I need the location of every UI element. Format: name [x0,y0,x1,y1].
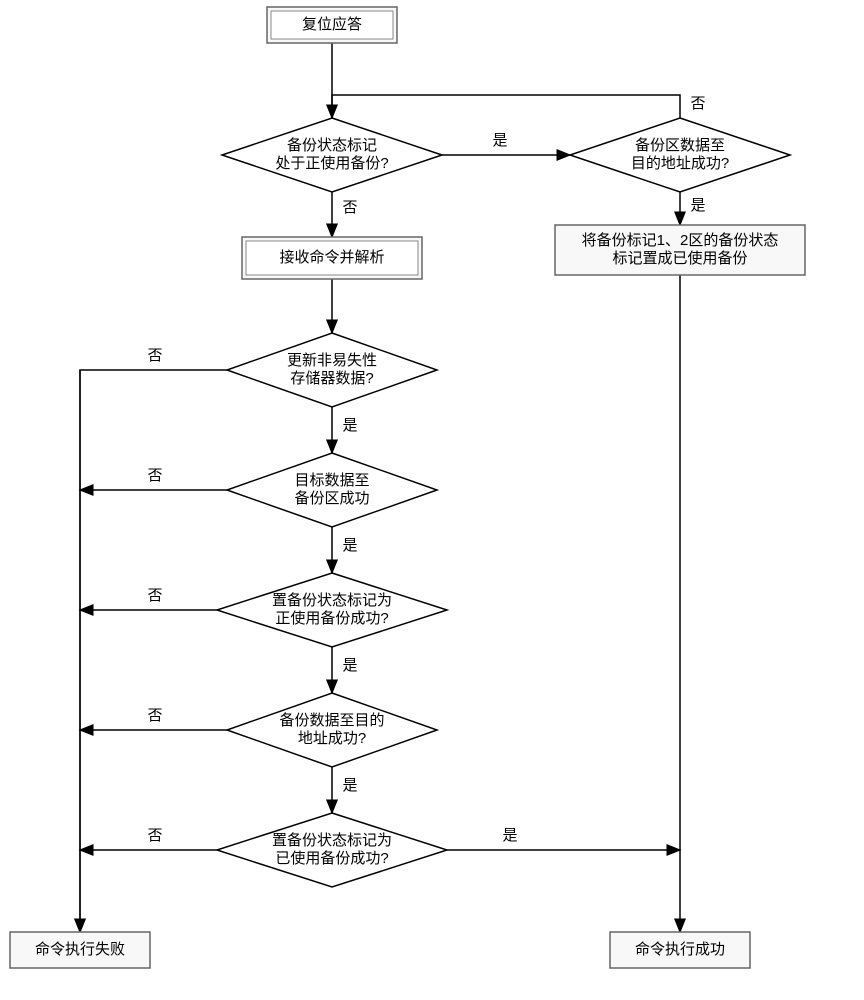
node-d_backup_to_dest: 备份区数据至目的地址成功? [570,118,790,192]
node-text: 备份数据至目的 [279,712,384,729]
node-text: 置备份状态标记为 [272,832,392,849]
node-text: 将备份标记1、2区的备份状态 [582,232,779,249]
edge-label: 否 [147,827,162,844]
node-box_recv: 接收命令并解析 [242,237,422,279]
node-text: 已使用备份成功? [275,850,388,867]
node-text: 备份区成功 [294,490,369,507]
node-box_right: 将备份标记1、2区的备份状态标记置成已使用备份 [555,225,805,275]
edge-label: 否 [147,587,162,604]
edge-label: 是 [342,777,357,794]
edge-label: 否 [147,707,162,724]
node-d_set_using: 置备份状态标记为正使用备份成功? [217,573,447,647]
node-text: 备份状态标记 [287,137,377,154]
node-text: 置备份状态标记为 [272,592,392,609]
node-box_ok: 命令执行成功 [610,932,750,968]
node-d_set_used: 置备份状态标记为已使用备份成功? [217,813,447,887]
node-text: 处于正使用备份? [275,155,388,172]
node-d_backup_to_dest2: 备份数据至目的地址成功? [227,693,437,767]
node-text: 接收命令并解析 [279,248,384,266]
node-d_target_to_backup: 目标数据至备份区成功 [227,453,437,527]
edge-label: 是 [342,417,357,434]
node-text: 命令执行失败 [35,940,125,958]
node-d_backup_using: 备份状态标记处于正使用备份? [222,118,442,192]
node-text: 备份区数据至 [635,137,725,154]
node-start: 复位应答 [267,7,397,43]
node-box_fail: 命令执行失败 [10,932,150,968]
node-text: 更新非易失性 [287,352,377,369]
node-text: 地址成功? [298,730,366,747]
node-text: 目标数据至 [294,472,369,489]
node-text: 复位应答 [302,15,362,33]
flowchart-svg: 复位应答备份状态标记处于正使用备份? 备份区数据至目的地址成功? 将备份标记1、2区… [0,0,864,1000]
edge-label: 是 [342,657,357,674]
edge-label: 是 [502,827,517,844]
node-d_update_nv: 更新非易失性存储器数据? [227,333,437,407]
edge-label: 是 [690,197,705,214]
node-text: 标记置成已使用备份 [612,250,747,267]
node-text: 目的地址成功? [631,155,729,172]
node-text: 正使用备份成功? [275,610,388,627]
edge-label: 是 [492,132,507,149]
edge-label: 否 [147,347,162,364]
edge-label: 是 [342,537,357,554]
edge-label: 否 [690,95,705,112]
node-text: 命令执行成功 [635,940,725,958]
node-text: 存储器数据? [290,370,373,387]
edge-label: 否 [147,467,162,484]
edge-label: 否 [342,199,357,216]
